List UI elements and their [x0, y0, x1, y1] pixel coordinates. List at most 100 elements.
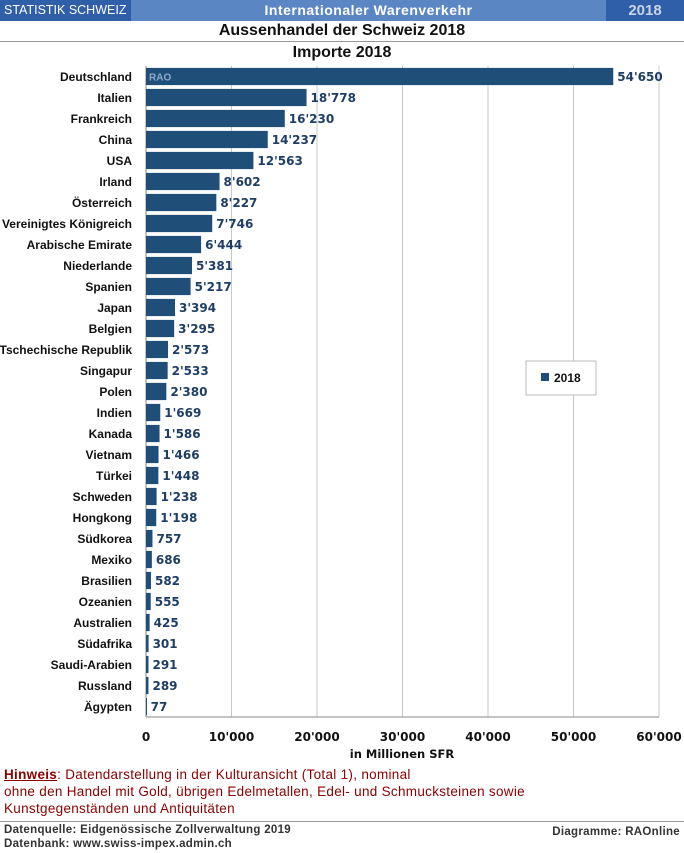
value-label: 425 — [154, 616, 179, 630]
value-label: 5'381 — [196, 259, 233, 273]
bar — [146, 382, 167, 401]
value-label: 2'533 — [172, 364, 209, 378]
value-label: 289 — [152, 679, 177, 693]
bar — [146, 214, 213, 233]
top-banner: STATISTIK SCHWEIZ Internationaler Warenv… — [0, 0, 684, 21]
value-label: 8'227 — [220, 196, 257, 210]
x-tick-label: 30'000 — [380, 730, 425, 744]
bar — [146, 130, 268, 149]
bar — [146, 361, 168, 380]
value-label: 2'573 — [172, 343, 209, 357]
bar — [146, 697, 147, 716]
bar — [146, 676, 149, 695]
note-box: Hinweis: Datendarstellung in der Kultura… — [4, 766, 680, 817]
bar — [146, 550, 152, 569]
category-label: Belgien — [89, 322, 132, 336]
x-axis-label: in Millionen SFR — [350, 747, 455, 761]
value-label: 555 — [155, 595, 180, 609]
bar — [146, 508, 157, 527]
x-tick-label: 10'000 — [209, 730, 254, 744]
category-label: Vereinigtes Königreich — [2, 217, 132, 231]
banner-year: 2018 — [606, 0, 684, 21]
category-label: Österreich — [72, 195, 132, 210]
bar — [146, 445, 159, 464]
bar — [146, 109, 285, 128]
category-label: Ozeanien — [79, 595, 132, 609]
bar — [146, 277, 191, 296]
category-label: Brasilien — [81, 574, 132, 588]
x-tick-label: 60'000 — [636, 730, 681, 744]
category-label: Singapur — [80, 364, 132, 378]
bar — [146, 67, 614, 86]
category-label: China — [99, 133, 133, 147]
category-label: Australien — [73, 616, 132, 630]
note-label: Hinweis — [4, 767, 58, 782]
category-label: Indien — [97, 406, 132, 420]
x-tick-label: 20'000 — [294, 730, 339, 744]
value-label: 1'448 — [162, 469, 199, 483]
value-label: 14'237 — [272, 133, 317, 147]
watermark-text: RAO — [149, 73, 171, 84]
value-label: 757 — [156, 532, 181, 546]
footer-divider — [0, 821, 684, 822]
value-label: 12'563 — [257, 154, 302, 168]
bar — [146, 151, 254, 170]
value-label: 301 — [153, 637, 178, 651]
bar — [146, 88, 307, 107]
category-label: Südkorea — [77, 532, 132, 546]
note-line-1: : Datendarstellung in der Kulturansicht … — [57, 767, 411, 782]
category-label: Irland — [99, 175, 132, 189]
category-label: Schweden — [73, 490, 132, 504]
category-label: Japan — [97, 301, 132, 315]
value-label: 3'394 — [179, 301, 216, 315]
category-label: USA — [107, 154, 133, 168]
value-label: 2'380 — [170, 385, 207, 399]
category-label: Südafrika — [77, 637, 132, 651]
x-tick-label: 50'000 — [551, 730, 596, 744]
category-label: Deutschland — [60, 70, 132, 84]
footer-credit: Diagramme: RAOnline — [552, 826, 680, 838]
value-label: 291 — [152, 658, 177, 672]
bar — [146, 466, 159, 485]
bar — [146, 424, 160, 443]
bar — [146, 298, 176, 317]
value-label: 8'602 — [224, 175, 261, 189]
bar — [146, 340, 168, 359]
value-label: 6'444 — [205, 238, 242, 252]
chart-title: Aussenhandel der Schweiz 2018 — [218, 22, 466, 39]
value-label: 3'295 — [178, 322, 215, 336]
bar — [146, 529, 153, 548]
legend-label: 2018 — [554, 371, 581, 385]
brand-label: STATISTIK SCHWEIZ — [0, 0, 131, 21]
bar — [146, 319, 175, 338]
bar — [146, 655, 149, 674]
value-label: 18'778 — [311, 91, 356, 105]
note-line-3: Kunstgegenständen und Antiquitäten — [4, 801, 235, 816]
bar — [146, 235, 202, 254]
chart-subtitle: Importe 2018 — [292, 44, 392, 61]
bar — [146, 403, 161, 422]
category-label: Polen — [99, 385, 132, 399]
bar — [146, 613, 150, 632]
legend-box — [525, 360, 597, 396]
value-label: 54'650 — [617, 70, 662, 84]
bar — [146, 487, 157, 506]
note-line-2: ohne den Handel mit Gold, übrigen Edelme… — [4, 784, 525, 799]
category-label: Italien — [97, 91, 132, 105]
category-label: Vietnam — [86, 448, 132, 462]
category-label: Arabische Emirate — [27, 238, 133, 252]
bar — [146, 256, 193, 275]
category-label: Russland — [78, 679, 132, 693]
x-tick-label: 40'000 — [465, 730, 510, 744]
value-label: 7'746 — [216, 217, 253, 231]
category-label: Saudi-Arabien — [51, 658, 132, 672]
bar — [146, 193, 217, 212]
category-label: Tschechische Republik — [0, 343, 132, 357]
bar — [146, 172, 220, 191]
value-label: 686 — [156, 553, 181, 567]
bar — [146, 592, 151, 611]
bar-chart: Deutschland 54'650 Italien 18'778 Frankreich… — [0, 66, 682, 761]
title-divider — [0, 41, 684, 42]
value-label: 16'230 — [289, 112, 334, 126]
value-label: 1'198 — [160, 511, 197, 525]
